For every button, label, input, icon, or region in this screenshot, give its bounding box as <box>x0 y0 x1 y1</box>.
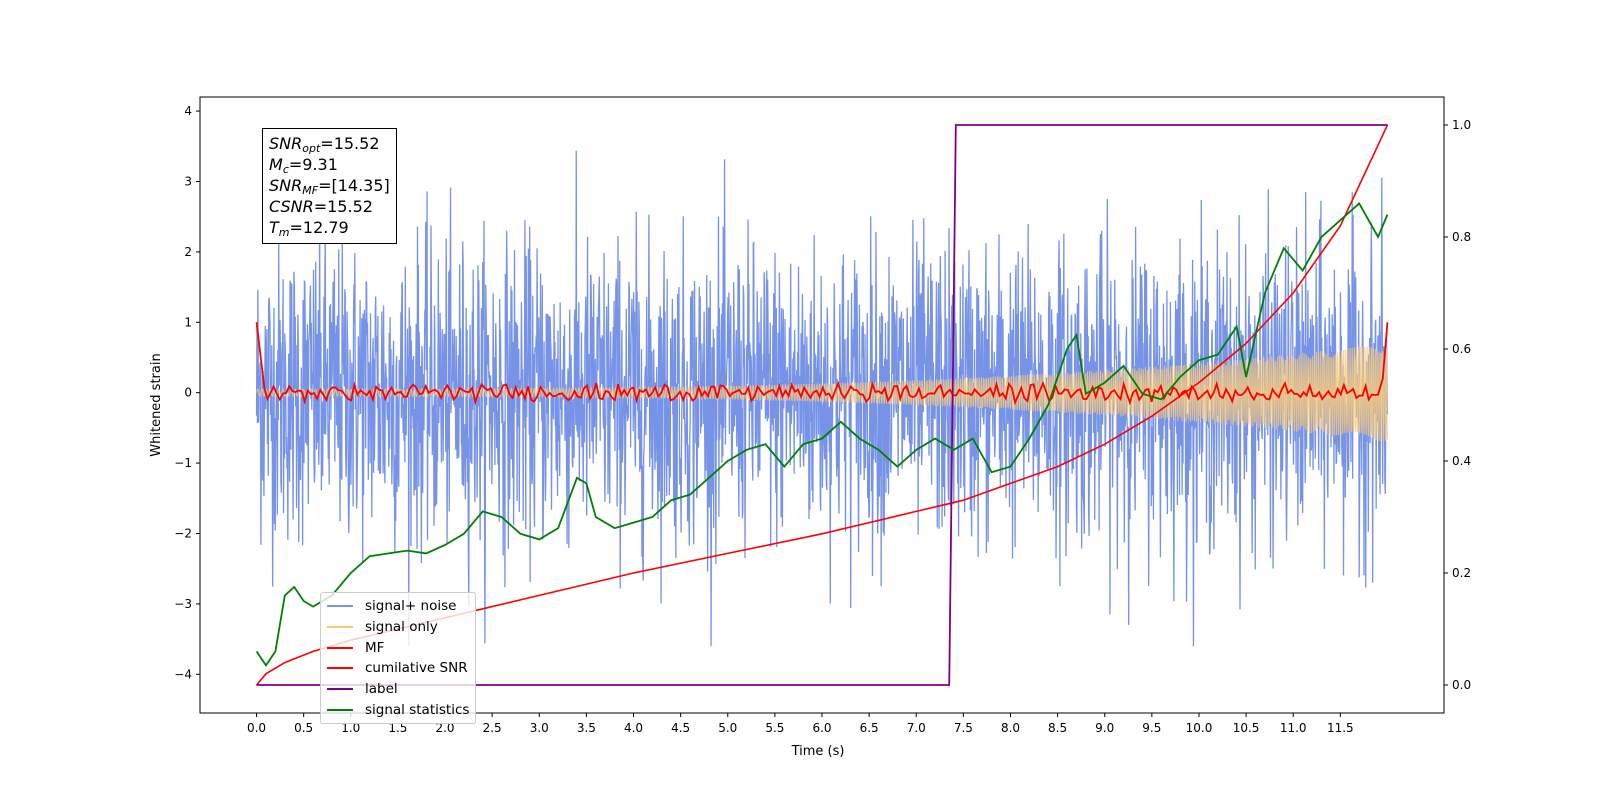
legend-swatch <box>327 646 353 649</box>
legend-label: label <box>365 681 398 698</box>
x-tick-label: 1.0 <box>341 721 360 735</box>
csnr-line: CSNR=15.52 <box>269 197 373 216</box>
legend-label: signal statistics <box>365 701 470 718</box>
y-tick-label: −3 <box>174 597 192 611</box>
x-tick-label: 9.0 <box>1095 721 1114 735</box>
y2-tick-label: 0.8 <box>1452 230 1471 244</box>
x-tick-label: 4.5 <box>671 721 690 735</box>
legend-swatch <box>327 688 353 691</box>
x-axis: 0.0 0.5 1.0 1.5 2.0 2.5 3.0 3.5 4.0 4.5 5.0 5.5 6.0 6… <box>247 713 1354 735</box>
x-tick-label: 7.0 <box>907 721 926 735</box>
series-signal-noise <box>255 150 1389 647</box>
y2-tick-label: 0.6 <box>1452 342 1471 356</box>
x-tick-label: 6.5 <box>860 721 879 735</box>
snr-mf-line: SNRMF=[14.35] <box>269 176 390 197</box>
legend: signal+ noise signal only MF cumilative … <box>320 592 477 725</box>
legend-item: cumilative SNR <box>327 658 469 679</box>
x-tick-label: 10.0 <box>1186 721 1213 735</box>
legend-swatch <box>327 605 353 608</box>
y-tick-label: −1 <box>174 456 192 470</box>
x-tick-label: 6.0 <box>812 721 831 735</box>
x-tick-label: 9.5 <box>1142 721 1161 735</box>
y-tick-label: 3 <box>184 174 192 188</box>
y-axis-left: 4 3 2 1 0 −1 −2 −3 −4 <box>174 104 200 681</box>
legend-item: MF <box>327 637 469 658</box>
tm-line: Tm=12.79 <box>269 218 349 239</box>
y2-tick-label: 0.2 <box>1452 566 1471 580</box>
x-tick-label: 7.5 <box>954 721 973 735</box>
legend-label: MF <box>365 639 385 656</box>
series-signal-only <box>256 346 1388 442</box>
y-tick-label: −4 <box>174 667 192 681</box>
y-tick-label: 2 <box>184 245 192 259</box>
legend-swatch <box>327 626 353 629</box>
legend-item: label <box>327 679 469 700</box>
legend-label: signal only <box>365 619 438 636</box>
x-tick-label: 8.0 <box>1001 721 1020 735</box>
legend-label: cumilative SNR <box>365 660 468 677</box>
x-tick-label: 3.5 <box>577 721 596 735</box>
legend-item: signal only <box>327 617 469 638</box>
series-label <box>256 124 1388 686</box>
y-tick-label: 4 <box>184 104 192 118</box>
x-tick-label: 1.5 <box>388 721 407 735</box>
legend-swatch <box>327 708 353 711</box>
series-signal-statistics <box>255 201 1389 668</box>
x-tick-label: 0.5 <box>294 721 313 735</box>
y2-tick-label: 0.4 <box>1452 454 1471 468</box>
y2-tick-label: 1.0 <box>1452 118 1471 132</box>
x-tick-label: 0.0 <box>247 721 266 735</box>
y-tick-label: 0 <box>184 386 192 400</box>
x-axis-label: Time (s) <box>791 744 845 759</box>
x-tick-label: 4.0 <box>624 721 643 735</box>
x-tick-label: 11.5 <box>1327 721 1354 735</box>
snr-info-box: SNRopt=15.52 Mc=9.31 SNRMF=[14.35] CSNR=… <box>262 128 397 244</box>
legend-item: signal+ noise <box>327 596 469 617</box>
x-tick-label: 5.0 <box>718 721 737 735</box>
x-tick-label: 2.0 <box>435 721 454 735</box>
x-tick-label: 2.5 <box>483 721 502 735</box>
legend-label: signal+ noise <box>365 598 457 615</box>
x-tick-label: 3.0 <box>530 721 549 735</box>
legend-item: signal statistics <box>327 699 469 720</box>
x-tick-label: 8.5 <box>1048 721 1067 735</box>
y-tick-label: −2 <box>174 526 192 540</box>
series-mf <box>255 322 1389 406</box>
legend-swatch <box>327 667 353 670</box>
y-axis-label: Whitened strain <box>149 353 164 456</box>
x-tick-label: 10.5 <box>1233 721 1260 735</box>
y2-tick-label: 0.0 <box>1452 678 1471 692</box>
y-tick-label: 1 <box>184 315 192 329</box>
y-axis-right: 1.0 0.8 0.6 0.4 0.2 0.0 <box>1444 118 1471 692</box>
snr-opt-line: SNRopt=15.52 <box>269 134 380 155</box>
x-tick-label: 11.0 <box>1280 721 1307 735</box>
chirp-mass-line: Mc=9.31 <box>269 155 338 176</box>
x-tick-label: 5.5 <box>765 721 784 735</box>
